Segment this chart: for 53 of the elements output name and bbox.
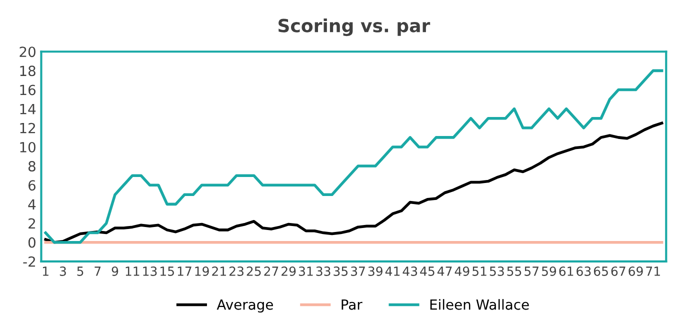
- y-tick-label: 8: [28, 161, 36, 172]
- x-tick-label: 39: [368, 266, 382, 276]
- x-tick-label: 19: [195, 266, 209, 276]
- x-tick-label: 11: [126, 266, 140, 276]
- x-tick-label: 57: [524, 266, 539, 276]
- x-tick-label: 3: [60, 266, 66, 276]
- x-tick-label: 13: [143, 266, 157, 276]
- x-tick-label: 17: [178, 266, 192, 276]
- x-tick-label: 69: [628, 266, 643, 276]
- x-tick-label: 33: [316, 266, 330, 276]
- y-tick-label: 0: [28, 237, 36, 248]
- x-tick-label: 27: [264, 266, 278, 276]
- x-tick-label: 9: [112, 266, 118, 276]
- x-tick-label: 49: [454, 266, 470, 276]
- y-tick-label: 4: [28, 199, 36, 210]
- x-tick-label: 71: [646, 266, 660, 276]
- y-tick-label: -2: [23, 256, 35, 267]
- legend-label: Par: [342, 300, 362, 310]
- y-tick-label: 6: [28, 180, 36, 191]
- y-tick-label: 14: [20, 104, 36, 114]
- x-tick-label: 21: [212, 266, 226, 276]
- x-tick-label: 37: [351, 266, 365, 276]
- y-tick-label: 12: [20, 122, 35, 134]
- y-tick-label: 20: [20, 46, 36, 58]
- x-tick-label: 23: [229, 266, 244, 276]
- x-tick-label: 51: [472, 266, 486, 276]
- x-tick-label: 47: [437, 266, 452, 276]
- y-tick-label: 18: [20, 66, 36, 76]
- x-tick-label: 41: [385, 266, 400, 276]
- x-tick-label: 67: [611, 266, 626, 276]
- x-tick-label: 25: [246, 266, 261, 276]
- x-tick-label: 55: [507, 266, 522, 276]
- y-tick-label: 16: [20, 84, 36, 96]
- legend-label: Eileen Wallace: [430, 299, 529, 310]
- x-tick-label: 5: [77, 266, 84, 276]
- x-tick-label: 7: [94, 266, 101, 276]
- x-tick-label: 61: [559, 266, 574, 276]
- x-tick-label: 35: [334, 266, 348, 276]
- y-tick-label: 2: [28, 218, 35, 229]
- x-tick-label: 15: [160, 266, 174, 276]
- x-tick-label: 53: [490, 266, 504, 276]
- x-tick-label: 29: [282, 266, 296, 276]
- x-tick-label: 63: [576, 266, 591, 276]
- x-tick-label: 59: [542, 266, 556, 276]
- x-tick-label: 31: [298, 266, 313, 276]
- x-tick-label: 45: [420, 266, 434, 276]
- x-tick-label: 43: [402, 266, 418, 276]
- legend-label: Average: [216, 300, 273, 313]
- x-tick-label: 65: [594, 266, 608, 276]
- y-tick-label: 10: [20, 142, 36, 152]
- chart-title: Scoring vs. par: [278, 18, 430, 36]
- x-tick-label: 1: [42, 266, 48, 276]
- line-series: [44, 122, 664, 244]
